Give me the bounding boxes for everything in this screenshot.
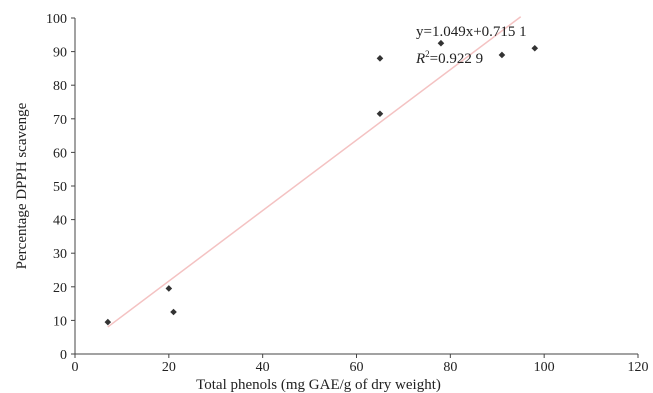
y-tick-label: 80 — [53, 79, 67, 94]
equation-annotation: y=1.049x+0.715 1 — [416, 24, 527, 40]
x-tick-label: 100 — [534, 360, 555, 375]
x-tick-label: 20 — [162, 360, 176, 375]
y-axis-label: Percentage DPPH scavenge — [14, 102, 30, 269]
data-points — [104, 39, 539, 326]
y-tick-label: 50 — [53, 180, 67, 195]
data-point — [170, 308, 177, 316]
data-point — [104, 318, 112, 326]
x-tick-label: 120 — [628, 360, 649, 375]
axes — [74, 18, 638, 355]
data-point — [376, 110, 384, 118]
y-tick-label: 40 — [53, 214, 67, 229]
x-tick-label: 0 — [72, 360, 79, 375]
x-tick-label: 40 — [256, 360, 270, 375]
x-axis-label: Total phenols (mg GAE/g of dry weight) — [196, 377, 441, 393]
data-point — [376, 55, 384, 62]
trendline — [107, 16, 522, 328]
y-tick-label: 70 — [53, 113, 67, 128]
x-ticks: 0 20 40 60 80 100 120 — [72, 354, 649, 375]
y-tick-label: 0 — [60, 348, 67, 363]
y-tick-label: 60 — [53, 146, 67, 161]
data-point — [498, 51, 506, 59]
y-tick-label: 90 — [53, 46, 67, 61]
x-tick-label: 80 — [443, 360, 457, 375]
r-squared-symbol: R — [415, 51, 425, 67]
data-point — [531, 44, 539, 52]
x-tick-label: 60 — [350, 360, 364, 375]
data-point — [437, 39, 445, 47]
r-squared-superscript: 2 — [425, 49, 430, 59]
y-tick-label: 30 — [53, 247, 67, 262]
r-squared-annotation: R2=0.922 9 — [415, 49, 483, 67]
data-point — [165, 285, 173, 292]
y-tick-label: 10 — [53, 314, 67, 329]
y-tick-label: 20 — [53, 281, 67, 296]
y-tick-label: 100 — [46, 12, 67, 27]
y-ticks: 0 10 20 30 40 50 60 70 80 90 100 — [46, 12, 75, 363]
r-squared-value: =0.922 9 — [430, 51, 483, 67]
